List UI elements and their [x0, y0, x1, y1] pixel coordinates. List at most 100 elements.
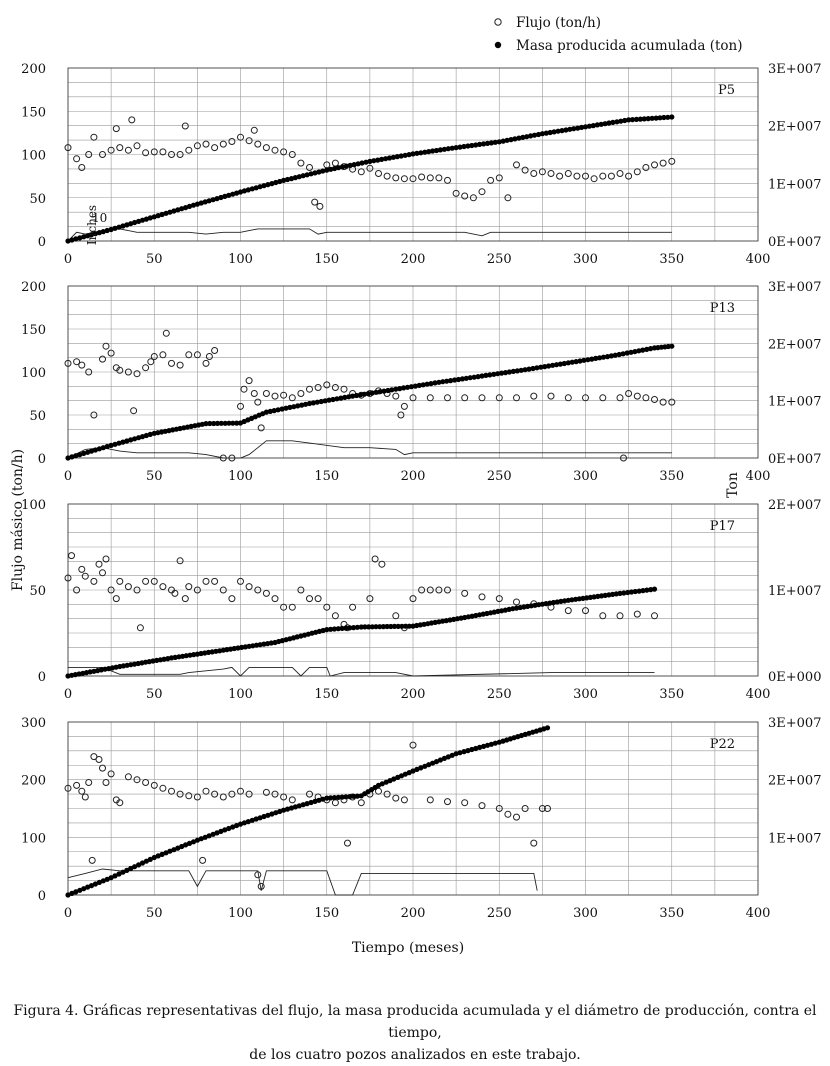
- masa-point: [437, 147, 443, 153]
- masa-point: [426, 762, 432, 768]
- masa-point: [412, 383, 418, 389]
- y-tick-label: 150: [21, 105, 46, 120]
- flujo-point: [81, 793, 89, 801]
- masa-point: [410, 768, 416, 774]
- masa-point: [530, 365, 536, 372]
- masa-point: [234, 420, 240, 426]
- plot-border: [67, 721, 759, 896]
- flujo-point: [168, 359, 175, 367]
- flujo-point: [642, 164, 650, 171]
- flujo-point: [159, 351, 167, 359]
- masa-point: [495, 371, 501, 377]
- masa-point: [418, 765, 424, 771]
- masa-point: [610, 119, 616, 125]
- x-tick-label: 250: [487, 687, 512, 702]
- masa-point: [139, 434, 146, 440]
- masa-point: [222, 827, 228, 833]
- panel-title: P22: [710, 737, 735, 752]
- masa-point: [273, 810, 279, 816]
- flujo-point: [168, 787, 175, 795]
- x-tick-label: 400: [746, 906, 771, 921]
- masa-point: [565, 360, 571, 366]
- masa-point: [65, 892, 71, 898]
- y-tick-label: 50: [29, 409, 46, 424]
- y2-tick-label: 2E+007: [768, 498, 821, 513]
- y2-tick-label: 2E+007: [768, 774, 821, 789]
- masa-point: [81, 234, 87, 240]
- flujo-point: [397, 411, 405, 419]
- flujo-point: [142, 149, 150, 157]
- masa-point: [362, 624, 368, 630]
- masa-point: [265, 182, 271, 188]
- masa-point: [506, 369, 512, 375]
- masa-point: [586, 123, 593, 129]
- masa-point: [406, 152, 412, 158]
- flujo-point: [159, 148, 167, 156]
- masa-point: [218, 828, 224, 835]
- masa-point: [69, 454, 75, 460]
- masa-point: [257, 184, 263, 190]
- flujo-point: [280, 793, 288, 801]
- masa-point: [308, 171, 314, 177]
- masa-point: [283, 405, 289, 411]
- masa-point: [347, 794, 353, 800]
- masa-point: [455, 376, 462, 383]
- flujo-point: [461, 799, 469, 807]
- flujo-point: [409, 175, 417, 183]
- flujo-point: [99, 569, 106, 577]
- x-tick-label: 200: [401, 252, 426, 267]
- masa-point: [488, 741, 494, 747]
- masa-point: [484, 140, 491, 146]
- masa-point: [444, 378, 450, 384]
- masa-point: [159, 851, 165, 858]
- flujo-point: [288, 603, 296, 611]
- plot-border: [67, 285, 759, 459]
- masa-point: [136, 435, 142, 441]
- masa-point: [394, 154, 400, 160]
- masa-point: [467, 375, 473, 381]
- flujo-point: [150, 577, 158, 585]
- y-tick-label: 300: [21, 716, 46, 731]
- flujo-point: [504, 194, 512, 202]
- flujo-point: [461, 394, 469, 402]
- flujo-point: [344, 839, 351, 847]
- masa-point: [328, 795, 334, 801]
- masa-point: [100, 445, 106, 451]
- flujo-point: [366, 164, 374, 172]
- masa-point: [347, 625, 353, 631]
- flujo-point: [288, 151, 296, 158]
- y-tick-label: 100: [21, 149, 46, 164]
- flujo-point: [133, 586, 141, 594]
- masa-point: [190, 202, 197, 208]
- masa-point: [475, 374, 481, 380]
- flujo-point: [306, 164, 313, 171]
- masa-point: [183, 842, 189, 848]
- plot-border: [67, 67, 759, 242]
- flujo-point: [478, 188, 486, 196]
- inches-axis-label: Inches: [85, 205, 99, 245]
- flujo-point: [162, 329, 170, 337]
- masa-point: [612, 352, 618, 358]
- masa-point: [214, 196, 220, 202]
- y2-tick-label: 0E+000: [768, 670, 821, 685]
- masa-point: [457, 750, 463, 756]
- flujo-point: [513, 394, 520, 402]
- flujo-point: [211, 347, 219, 354]
- masa-point: [617, 590, 623, 597]
- masa-point: [669, 114, 675, 120]
- flujo-point: [185, 146, 193, 154]
- flujo-point: [64, 144, 72, 152]
- masa-point: [633, 116, 640, 122]
- flujo-point: [400, 402, 408, 410]
- flujo-point: [366, 595, 374, 603]
- flujo-point: [538, 805, 546, 812]
- flujo-point: [582, 607, 589, 615]
- masa-point: [271, 408, 277, 414]
- masa-point: [96, 446, 102, 452]
- masa-point: [100, 229, 106, 235]
- masa-point: [608, 353, 615, 359]
- masa-point: [465, 748, 471, 754]
- masa-point: [116, 224, 122, 230]
- flujo-point: [78, 565, 86, 573]
- flujo-point: [651, 161, 658, 169]
